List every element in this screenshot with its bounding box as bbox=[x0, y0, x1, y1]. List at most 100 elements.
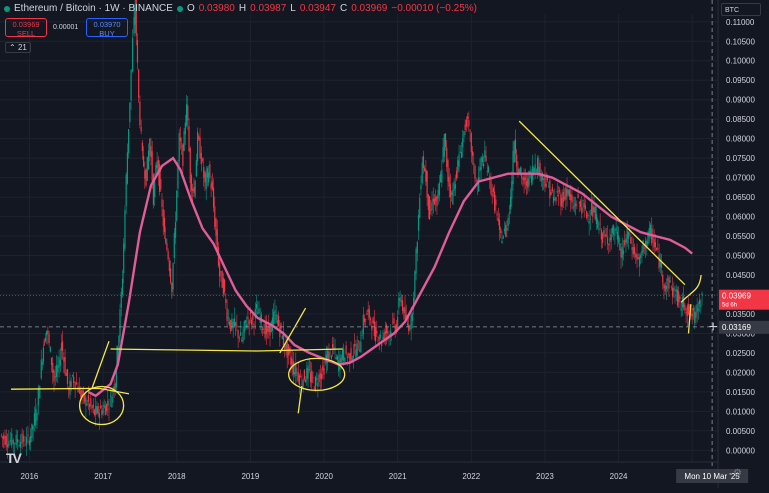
candle-body bbox=[641, 250, 643, 256]
candle-body bbox=[227, 317, 229, 319]
time-tick-label: 2020 bbox=[315, 472, 333, 481]
candle-body bbox=[647, 231, 649, 244]
currency-selector[interactable]: BTC bbox=[721, 3, 761, 16]
candle-body bbox=[341, 349, 344, 360]
candle-body bbox=[109, 395, 112, 397]
candle-body bbox=[183, 131, 185, 151]
candle-body bbox=[686, 305, 688, 316]
candle-body bbox=[144, 170, 146, 179]
candle-body bbox=[357, 340, 359, 342]
candle-body bbox=[674, 296, 676, 298]
candle-body bbox=[237, 330, 239, 338]
candle-body bbox=[399, 297, 401, 301]
sell-button[interactable]: 0.03969 SELL bbox=[5, 18, 47, 38]
candle-body bbox=[680, 308, 682, 311]
candle-body bbox=[281, 335, 283, 339]
candle-body bbox=[11, 433, 13, 446]
candle-body bbox=[87, 395, 89, 402]
candle-body bbox=[8, 441, 10, 447]
candle-body bbox=[394, 326, 396, 332]
candle-body bbox=[540, 176, 542, 182]
candle-body bbox=[192, 188, 194, 191]
candle-body bbox=[61, 341, 64, 352]
price-tick-label: 0.02000 bbox=[726, 368, 755, 377]
candle-body bbox=[119, 309, 121, 337]
candle-body bbox=[121, 278, 124, 296]
candle-body bbox=[354, 344, 356, 347]
buy-button[interactable]: 0.03970 BUY bbox=[86, 18, 128, 38]
price-tick-label: 0.06500 bbox=[726, 193, 755, 202]
candle-body bbox=[173, 232, 175, 259]
candle-body bbox=[492, 188, 494, 193]
candle-body bbox=[290, 356, 292, 365]
candle-body bbox=[214, 206, 216, 227]
candle-body bbox=[633, 246, 636, 255]
symbol-title[interactable]: Ethereum / Bitcoin · 1W · BINANCE bbox=[14, 3, 173, 14]
candle-body bbox=[333, 347, 335, 349]
candle-body bbox=[487, 166, 490, 173]
candle-body bbox=[453, 181, 455, 191]
candle-body bbox=[205, 173, 207, 189]
candle-body bbox=[506, 227, 508, 231]
candle-body bbox=[649, 224, 652, 234]
breakout-arrow bbox=[680, 274, 702, 303]
candle-body bbox=[147, 150, 150, 169]
candle-body bbox=[138, 69, 140, 98]
candle-body bbox=[95, 406, 97, 416]
candle-body bbox=[571, 195, 573, 203]
candle-body bbox=[436, 196, 438, 207]
candle-body bbox=[158, 164, 161, 192]
candle-body bbox=[320, 373, 323, 380]
gear-icon[interactable]: ⚙ bbox=[733, 468, 742, 479]
candle-body bbox=[546, 175, 548, 181]
candle-body bbox=[318, 375, 320, 383]
candle-body bbox=[248, 320, 250, 325]
candle-body bbox=[70, 381, 72, 387]
candle-body bbox=[43, 340, 45, 346]
candle-body bbox=[269, 325, 271, 336]
candle-body bbox=[689, 305, 691, 309]
candle-body bbox=[404, 306, 406, 319]
candle-body bbox=[307, 365, 309, 379]
candle-body bbox=[185, 104, 188, 126]
candle-body bbox=[610, 234, 612, 241]
candle-body bbox=[33, 413, 36, 426]
candle-body bbox=[584, 205, 587, 209]
candle-body bbox=[397, 316, 399, 329]
candle-body bbox=[230, 319, 232, 332]
annotations bbox=[10, 120, 702, 426]
candle-body bbox=[611, 227, 614, 234]
candle-body bbox=[473, 163, 475, 165]
candle-body bbox=[287, 344, 290, 355]
candle-body bbox=[538, 166, 540, 174]
candle-body bbox=[82, 390, 84, 393]
candle-body bbox=[167, 251, 169, 260]
candle-body bbox=[123, 243, 125, 274]
candle-body bbox=[457, 160, 459, 172]
candle-body bbox=[273, 311, 275, 325]
candle-body bbox=[233, 318, 236, 326]
candle-body bbox=[587, 214, 589, 217]
candle-body bbox=[352, 355, 355, 358]
candle-body bbox=[53, 370, 55, 382]
candle-body bbox=[417, 215, 420, 231]
candle-body bbox=[384, 331, 386, 335]
candle-body bbox=[6, 444, 9, 448]
candle-body bbox=[683, 296, 685, 308]
indicator-toggle[interactable]: ⌃ 21 bbox=[5, 42, 31, 53]
candle-body bbox=[18, 444, 20, 447]
candle-body bbox=[206, 168, 209, 178]
price-tick-label: 0.11000 bbox=[726, 18, 755, 27]
candle-body bbox=[347, 353, 350, 355]
candle-body bbox=[30, 435, 32, 443]
candle-body bbox=[452, 190, 454, 205]
candle-body bbox=[617, 235, 620, 243]
candle-body bbox=[9, 439, 11, 442]
candle-body bbox=[165, 238, 167, 244]
candle-body bbox=[479, 167, 481, 171]
candle-body bbox=[275, 314, 277, 321]
candle-body bbox=[118, 336, 120, 350]
close-value: 0.03969 bbox=[351, 3, 388, 14]
